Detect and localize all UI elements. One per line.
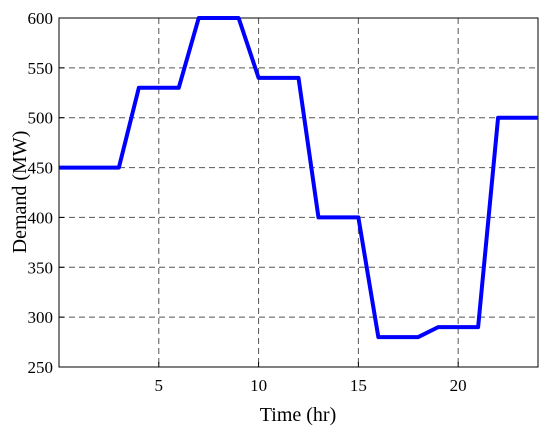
y-tick-label: 400 <box>28 208 54 227</box>
data-line <box>59 16 538 340</box>
y-axis-label: Demand (MW) <box>9 131 31 254</box>
y-tick-label: 250 <box>28 358 54 377</box>
x-axis-label: Time (hr) <box>260 404 336 426</box>
y-tick-label: 550 <box>28 59 54 78</box>
y-tick-label: 350 <box>28 258 54 277</box>
y-tick-label: 450 <box>28 159 54 178</box>
x-tick-label: 10 <box>250 376 267 395</box>
x-tick-label: 5 <box>155 376 164 395</box>
y-tick-label: 300 <box>28 308 54 327</box>
x-tick-label: 15 <box>350 376 367 395</box>
plot-frame <box>58 17 539 368</box>
x-tick-label: 20 <box>450 376 467 395</box>
y-tick-label: 600 <box>28 9 54 28</box>
y-tick-label: 500 <box>28 109 54 128</box>
